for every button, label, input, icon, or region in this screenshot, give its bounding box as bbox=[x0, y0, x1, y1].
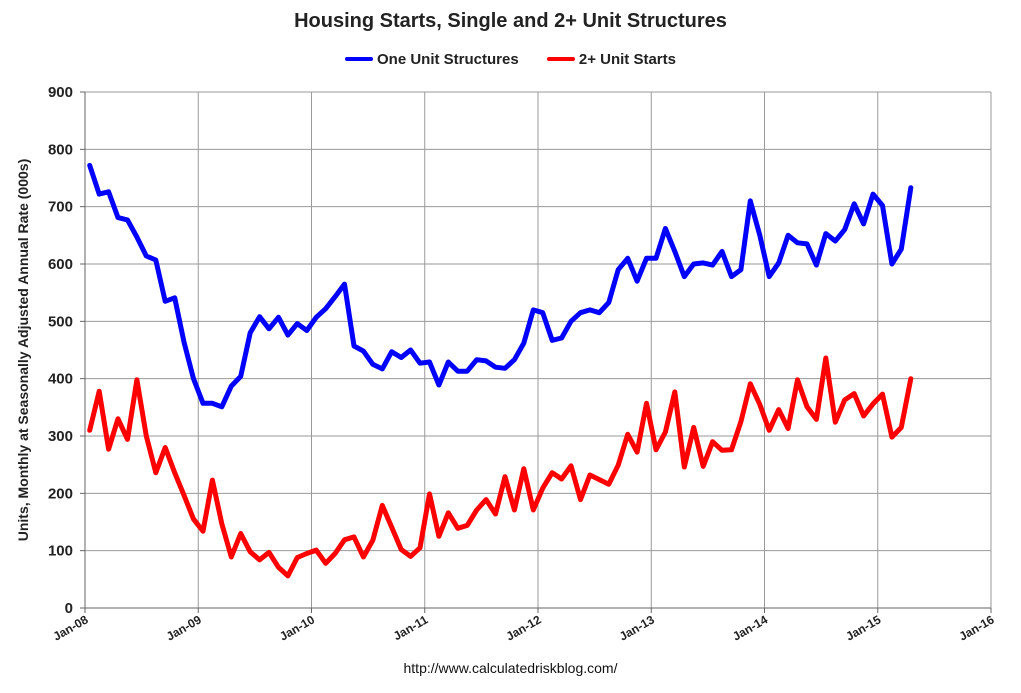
y-tick-label: 300 bbox=[48, 428, 73, 445]
legend-swatch-one-unit bbox=[345, 57, 373, 61]
axes bbox=[80, 91, 992, 613]
y-tick-label: 0 bbox=[65, 600, 73, 617]
chart-title: Housing Starts, Single and 2+ Unit Struc… bbox=[294, 10, 727, 32]
x-tick-label: Jan-12 bbox=[504, 612, 544, 643]
source-url: http://www.calculatedriskblog.com/ bbox=[403, 660, 618, 676]
x-tick-label: Jan-11 bbox=[391, 612, 431, 643]
x-tick-label: Jan-16 bbox=[957, 612, 997, 643]
x-tick-label: Jan-15 bbox=[843, 612, 883, 643]
y-tick-label: 400 bbox=[48, 371, 73, 388]
y-tick-label: 900 bbox=[48, 84, 73, 101]
legend-item-one-unit: One Unit Structures bbox=[345, 51, 519, 68]
x-tick-label: Jan-13 bbox=[617, 612, 657, 643]
y-tick-labels: 0 100 200 300 400 500 600 700 800 900 bbox=[48, 84, 73, 617]
legend-swatch-multi-unit bbox=[546, 57, 575, 61]
series-line-one-unit bbox=[87, 162, 914, 410]
series-layer bbox=[87, 162, 914, 579]
y-tick-label: 100 bbox=[48, 543, 73, 560]
legend: One Unit Structures 2+ Unit Starts bbox=[0, 48, 1021, 68]
y-tick-label: 600 bbox=[48, 256, 73, 273]
gridlines bbox=[84, 91, 992, 609]
x-tick-label: Jan-10 bbox=[277, 612, 317, 643]
legend-item-multi-unit: 2+ Unit Starts bbox=[546, 50, 676, 68]
y-tick-label: 200 bbox=[48, 485, 73, 502]
legend-label-one-unit: One Unit Structures bbox=[377, 50, 519, 68]
y-axis-label: Units, Monthly at Seasonally Adjusted An… bbox=[15, 158, 31, 542]
x-tick-label: Jan-09 bbox=[164, 612, 204, 643]
x-tick-label: Jan-08 bbox=[51, 612, 91, 643]
x-tick-labels: Jan-08 Jan-09 Jan-10 Jan-11 Jan-12 Jan-13 Jan-… bbox=[51, 612, 997, 643]
legend-label-multi-unit: 2+ Unit Starts bbox=[578, 50, 676, 68]
y-tick-label: 500 bbox=[48, 313, 73, 330]
y-tick-label: 800 bbox=[48, 141, 73, 158]
x-tick-label: Jan-14 bbox=[730, 612, 770, 643]
y-tick-label: 700 bbox=[48, 199, 73, 216]
series-line-multi-unit bbox=[87, 355, 914, 579]
